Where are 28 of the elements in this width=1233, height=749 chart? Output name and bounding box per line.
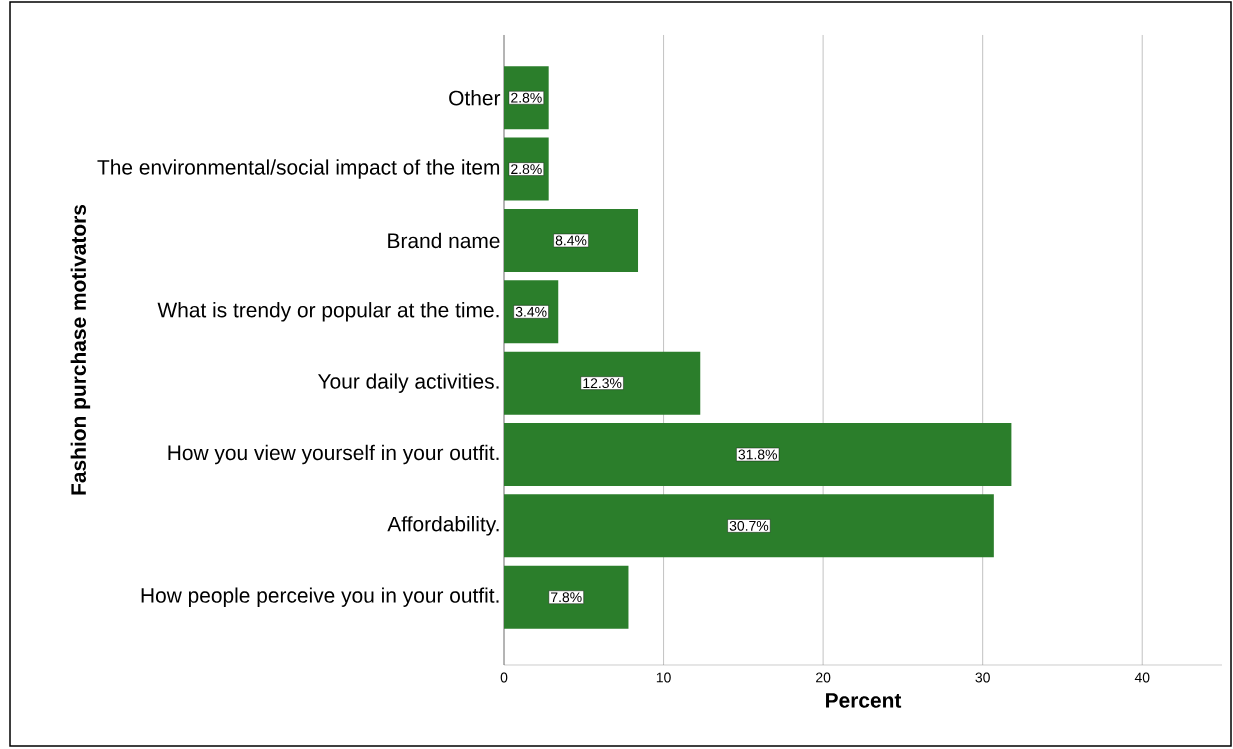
y-tick-label: The environmental/social impact of the item — [97, 159, 500, 179]
data-label: 2.8% — [511, 92, 542, 103]
y-tick-label: How you view yourself in your outfit. — [168, 444, 499, 465]
data-label: 7.8% — [551, 592, 582, 603]
data-label: 2.8% — [511, 164, 542, 175]
y-axis-title: Fashion purchase motivators — [70, 204, 91, 495]
bar — [504, 351, 701, 415]
y-tick-label: Your daily activities. — [317, 373, 499, 393]
y-tick-label: Brand name — [388, 232, 500, 249]
data-label: 31.8% — [738, 449, 777, 460]
bar — [504, 565, 629, 629]
y-tick-label: What is trendy or popular at the time. — [157, 302, 499, 322]
y-tick-label: How people perceive you in your outfit. — [141, 587, 499, 607]
x-axis-title: Percent — [826, 693, 902, 708]
x-tick-label: 10 — [656, 672, 671, 683]
x-tick-label: 0 — [500, 672, 508, 683]
bar — [504, 494, 994, 558]
data-label: 30.7% — [729, 520, 769, 531]
bar — [504, 423, 1012, 487]
y-tick-label: Affordability. — [387, 516, 499, 536]
x-tick-label: 40 — [1134, 672, 1150, 683]
bar — [504, 208, 639, 272]
y-tick-label: Other — [449, 90, 501, 106]
x-tick-label: 30 — [975, 672, 990, 683]
data-label: 8.4% — [555, 235, 587, 246]
data-label: 3.4% — [515, 306, 547, 317]
data-label: 12.3% — [583, 378, 622, 389]
x-tick-label: 20 — [816, 672, 831, 683]
